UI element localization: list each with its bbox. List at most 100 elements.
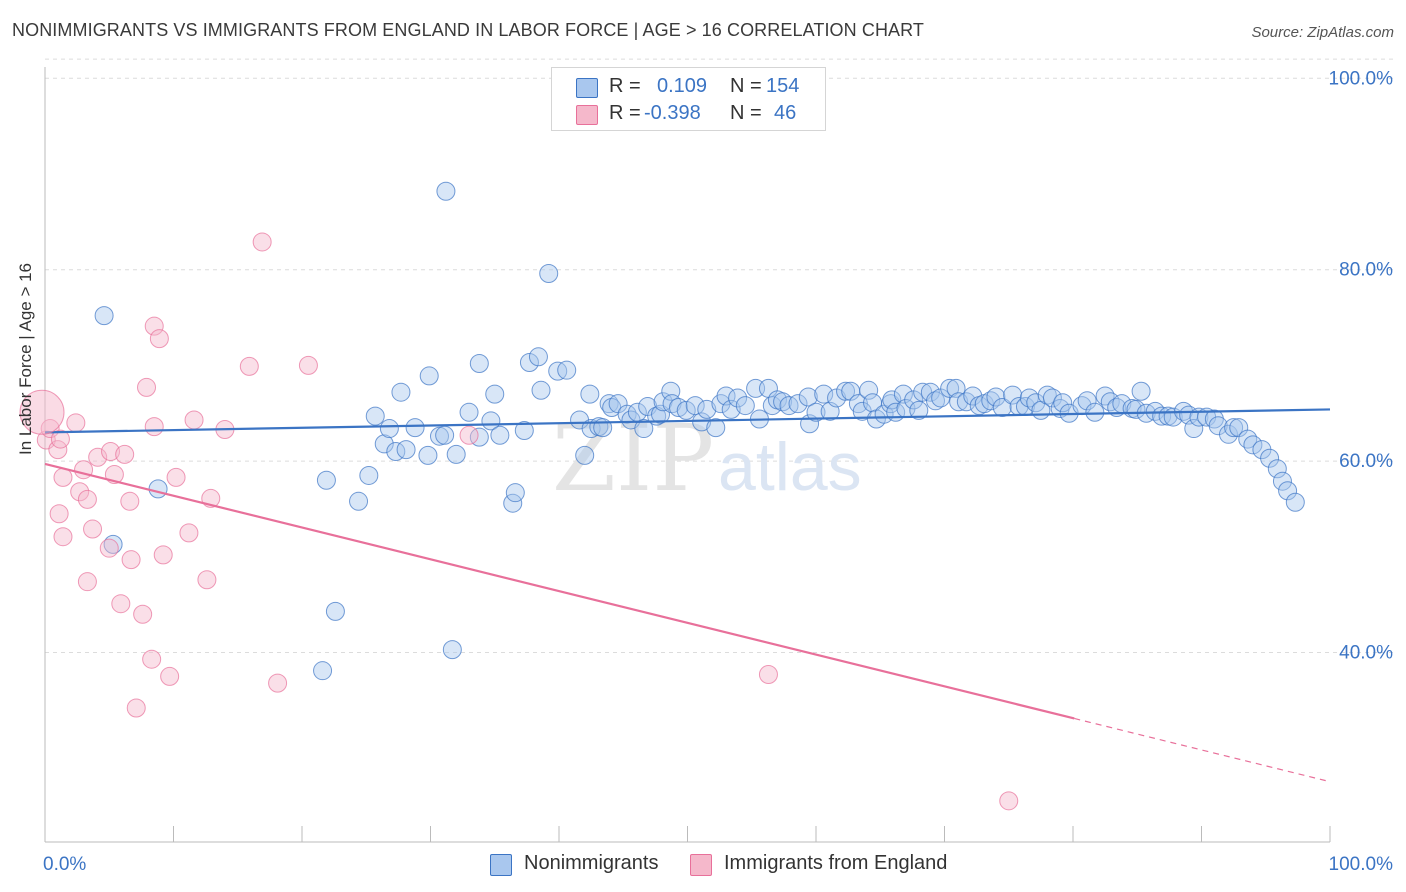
data-point-immigrant [77, 489, 97, 509]
r-value-pink: -0.398 [644, 102, 701, 124]
data-point-nonimmigrant [575, 445, 595, 465]
data-point-immigrant [166, 467, 186, 487]
data-point-nonimmigrant [359, 465, 379, 485]
data-point-immigrant [459, 425, 479, 445]
data-point-immigrant [121, 550, 141, 570]
data-point-nonimmigrant [459, 402, 479, 422]
data-point-immigrant [268, 673, 288, 693]
data-point-nonimmigrant [374, 434, 394, 454]
data-point-nonimmigrant [580, 384, 600, 404]
data-point-nonimmigrant [1053, 393, 1073, 413]
data-point-nonimmigrant [728, 388, 748, 408]
data-point-nonimmigrant [103, 534, 123, 554]
data-point-immigrant [252, 232, 272, 252]
y-tick-label: 40.0% [1339, 643, 1393, 664]
data-point-immigrant [149, 329, 169, 349]
y-tick-label: 80.0% [1339, 260, 1393, 281]
data-point-immigrant [298, 355, 318, 375]
data-point-nonimmigrant [316, 470, 336, 490]
data-point-nonimmigrant [505, 483, 525, 503]
tick-labels: 40.0% 60.0% 80.0% 100.0% 0.0% 100.0% [43, 68, 1393, 875]
data-point-nonimmigrant [1267, 459, 1287, 479]
data-point-nonimmigrant [981, 391, 1001, 411]
gridlines [45, 58, 1393, 653]
data-point-immigrant [53, 527, 73, 547]
data-point-nonimmigrant [446, 444, 466, 464]
data-point-immigrant [999, 791, 1019, 811]
data-point-nonimmigrant [735, 396, 755, 416]
blue-swatch [490, 854, 512, 876]
r-label: R = [609, 75, 641, 97]
data-point-nonimmigrant [539, 264, 559, 284]
data-point-immigrant [126, 698, 146, 718]
data-point-nonimmigrant [94, 306, 114, 326]
n-value-pink: 46 [774, 102, 797, 124]
data-point-immigrant [101, 442, 121, 462]
legend-label-immigrants: Immigrants from England [724, 852, 948, 874]
data-point-immigrant [197, 570, 217, 590]
data-point-nonimmigrant [706, 418, 726, 438]
data-point-immigrant [142, 649, 162, 669]
data-point-nonimmigrant [1077, 391, 1097, 411]
data-point-nonimmigrant [986, 387, 1006, 407]
data-point-nonimmigrant [1224, 418, 1244, 438]
data-point-nonimmigrant [676, 400, 696, 420]
data-point-nonimmigrant [1131, 381, 1151, 401]
y-tick-label: 60.0% [1339, 451, 1393, 472]
data-point-immigrant [50, 429, 70, 449]
data-point-immigrant [144, 417, 164, 437]
data-point-nonimmigrant [721, 399, 741, 419]
data-point-nonimmigrant [814, 384, 834, 404]
data-point-nonimmigrant [379, 419, 399, 439]
data-point-nonimmigrant [1278, 481, 1298, 501]
watermark-atlas: atlas [718, 429, 862, 505]
data-point-immigrant [120, 491, 140, 511]
y-tick-label: 100.0% [1329, 68, 1394, 89]
data-point-nonimmigrant [485, 384, 505, 404]
data-point-immigrant [99, 538, 119, 558]
data-point-nonimmigrant [836, 381, 856, 401]
data-point-nonimmigrant [992, 398, 1012, 418]
data-point-nonimmigrant [1085, 402, 1105, 422]
n-label: N = [730, 102, 762, 124]
x-tick-label: 100.0% [1329, 854, 1394, 875]
data-point-nonimmigrant [1095, 386, 1115, 406]
data-point-nonimmigrant [1003, 385, 1023, 405]
large-pink-point [19, 389, 65, 435]
data-point-nonimmigrant [418, 445, 438, 465]
data-point-nonimmigrant [893, 384, 913, 404]
data-point-nonimmigrant [405, 418, 425, 438]
data-point-nonimmigrant [697, 399, 717, 419]
data-point-immigrant [144, 316, 164, 336]
data-point-nonimmigrant [806, 402, 826, 422]
data-point-nonimmigrant [634, 419, 654, 439]
data-point-immigrant [83, 519, 103, 539]
data-point-nonimmigrant [365, 406, 385, 426]
correlation-legend: R = 0.109 N = 154 R = -0.398 N = 46 [551, 67, 826, 131]
data-point-nonimmigrant [685, 396, 705, 416]
data-point-nonimmigrant [940, 378, 960, 398]
r-value-blue: 0.109 [657, 75, 708, 97]
data-point-nonimmigrant [963, 386, 983, 406]
data-point-nonimmigrant [442, 640, 462, 660]
data-point-nonimmigrant [1238, 429, 1258, 449]
data-point-immigrant [153, 545, 173, 565]
legend-row-immigrants: R = -0.398 N = 46 [552, 100, 825, 128]
chart-title: NONIMMIGRANTS VS IMMIGRANTS FROM ENGLAND… [12, 20, 925, 40]
y-axis-label: In Labor Force | Age > 16 [16, 262, 35, 455]
legend-label-nonimmigrants: Nonimmigrants [524, 852, 659, 874]
data-point-nonimmigrant [1107, 398, 1127, 418]
legend-row-nonimmigrants: R = 0.109 N = 154 [552, 73, 825, 101]
data-point-nonimmigrant [429, 426, 449, 446]
series-immigrants-from-england [36, 232, 1019, 811]
data-point-immigrant [70, 482, 90, 502]
trend-lines [44, 408, 1331, 783]
data-point-immigrant [133, 604, 153, 624]
data-point-nonimmigrant [788, 394, 808, 414]
data-point-nonimmigrant [859, 380, 879, 400]
data-point-nonimmigrant [949, 392, 969, 412]
source-credit: Source: ZipAtlas.com [1251, 24, 1394, 41]
data-point-immigrant [137, 377, 157, 397]
data-point-nonimmigrant [519, 353, 539, 373]
data-point-nonimmigrant [1184, 419, 1204, 439]
